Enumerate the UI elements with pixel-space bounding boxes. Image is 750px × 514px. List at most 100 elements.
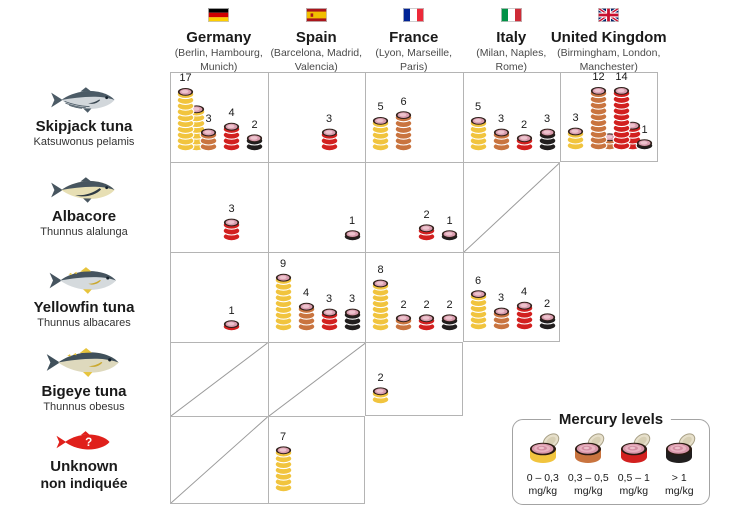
cell-bigeye-germany xyxy=(170,342,268,416)
italy-flag-icon xyxy=(500,8,522,22)
country-name: Spain xyxy=(295,29,337,46)
legend-item-black: > 1 mg/kg xyxy=(657,432,703,497)
legend-box: Mercury levels 0 – 0,3 mg/kg 0,3 – 0,5 mg/… xyxy=(512,411,710,505)
can-stack-icon xyxy=(515,301,533,331)
can-stack-icon xyxy=(566,127,585,151)
species-latin-name: Thunnus obesus xyxy=(43,400,125,413)
stack-yellowfin-italy-red: 4 xyxy=(515,287,534,331)
can-stack-icon xyxy=(469,117,487,152)
stack-skipjack-germany-yellow: 17 xyxy=(176,73,207,152)
stack-count-label: 2 xyxy=(377,372,384,384)
species-latin-name: Thunnus albacares xyxy=(37,316,131,329)
cell-bigeye-spain xyxy=(267,342,366,416)
tuna-can-icon xyxy=(575,433,605,463)
cell-albacore-spain: 1 xyxy=(267,162,365,252)
can-stack-icon xyxy=(343,308,361,332)
stack-count-label: 2 xyxy=(446,299,453,311)
stack-count-label: 12 xyxy=(592,71,605,83)
stack-count-label: 3 xyxy=(228,203,235,215)
stack-count-label: 3 xyxy=(325,113,333,125)
unknown-fish-icon: ? xyxy=(53,429,115,455)
cell-skipjack-spain: 3 xyxy=(267,72,365,162)
can-stack-icon xyxy=(222,218,241,242)
cell-yellowfin-germany: 1 xyxy=(170,252,268,342)
stack-count-label: 2 xyxy=(251,119,258,131)
stack-count-label: 3 xyxy=(205,113,212,125)
stack-skipjack-italy-red: 2 xyxy=(515,120,534,152)
stack-count-label: 2 xyxy=(543,298,551,310)
species-latin-name: Katsuwonus pelamis xyxy=(33,136,135,149)
can-stack-icon xyxy=(297,302,315,332)
legend-title: Mercury levels xyxy=(550,411,672,428)
stack-skipjack-italy-black: 3 xyxy=(538,114,557,152)
cell-yellowfin-italy: 6 3 4 2 xyxy=(462,252,560,342)
cell-bigeye-france: 2 xyxy=(365,342,463,416)
stack-albacore-germany-red: 3 xyxy=(222,204,241,242)
can-stack-icon xyxy=(440,230,459,242)
tuna-can-icon xyxy=(529,433,559,463)
no-data-diagonal xyxy=(171,343,268,416)
can-stack-icon xyxy=(440,314,459,332)
legend-item-orange: 0,3 – 0,5 mg/kg xyxy=(566,432,612,497)
yellowfin-fish-icon xyxy=(45,265,123,296)
stack-count-label: 3 xyxy=(543,113,551,125)
can-stack-icon xyxy=(274,446,292,493)
stack-count-label: 2 xyxy=(520,119,528,131)
stack-unknown-spain-yellow: 7 xyxy=(274,432,293,493)
no-data-diagonal xyxy=(269,343,366,416)
stack-count-label: 14 xyxy=(615,71,628,83)
germany-flag-icon xyxy=(208,8,230,22)
can-stack-icon xyxy=(515,134,533,152)
stack-skipjack-germany-red: 4 xyxy=(222,108,241,152)
stack-yellowfin-spain-orange: 4 xyxy=(297,288,316,332)
cell-skipjack-uk: 3 12 14 1 xyxy=(560,72,658,162)
tuna-can-icon xyxy=(620,433,650,463)
cell-albacore-germany: 3 xyxy=(170,162,268,252)
row-label-albacore: Albacore Thunnus alalunga xyxy=(0,162,168,252)
stack-yellowfin-italy-yellow: 6 xyxy=(469,276,488,331)
bigeye-fish-icon xyxy=(42,345,126,380)
stack-skipjack-spain-red: 3 xyxy=(320,114,339,152)
stack-count-label: 3 xyxy=(572,112,579,124)
country-name: United Kingdom xyxy=(550,29,667,46)
stack-count-label: 5 xyxy=(377,101,384,113)
legend-item-red: 0,5 – 1 mg/kg xyxy=(611,432,657,497)
species-latin-name: non indiquée xyxy=(40,475,128,492)
stack-yellowfin-germany-red: 1 xyxy=(222,306,241,332)
country-name: Italy xyxy=(496,29,527,46)
country-cities: (Barcelona, Madrid, Valencia) xyxy=(270,47,363,73)
legend-range-label: 0,3 – 0,5 mg/kg xyxy=(567,472,609,497)
stack-skipjack-france-orange: 6 xyxy=(394,97,413,152)
cell-albacore-italy xyxy=(462,162,560,252)
svg-text:?: ? xyxy=(85,436,92,449)
stack-count-label: 2 xyxy=(400,299,407,311)
can-stack-icon xyxy=(417,224,436,242)
can-stack-icon xyxy=(222,320,241,332)
stack-count-label: 7 xyxy=(279,431,287,443)
legend-range-label: 0 – 0,3 mg/kg xyxy=(526,472,559,497)
country-cities: (Berlin, Hambourg, Munich) xyxy=(174,47,263,73)
legend-range-label: 0,5 – 1 mg/kg xyxy=(617,472,650,497)
stack-count-label: 6 xyxy=(474,275,482,287)
column-header-italy: Italy (Milan, Naples, Rome) xyxy=(446,8,576,74)
cell-yellowfin-france: 8 2 2 2 xyxy=(365,252,463,342)
can-stack-icon xyxy=(538,313,556,331)
cell-unknown-germany xyxy=(170,416,268,504)
no-data-diagonal xyxy=(171,417,268,503)
can-stack-icon xyxy=(199,128,218,152)
can-stack-icon xyxy=(417,314,436,332)
stack-yellowfin-france-black: 2 xyxy=(440,300,459,332)
column-header-uk: United Kingdom (Birmingham, London, Manch… xyxy=(544,6,674,74)
stack-count-label: 8 xyxy=(377,264,384,276)
stack-count-label: 3 xyxy=(497,113,505,125)
legend-items: 0 – 0,3 mg/kg 0,3 – 0,5 mg/kg 0,5 – 1 mg/kg… xyxy=(513,420,709,497)
column-header-germany: Germany (Berlin, Hambourg, Munich) xyxy=(154,8,284,74)
skipjack-fish-icon xyxy=(47,85,121,115)
species-latin-name: Thunnus alalunga xyxy=(40,226,128,239)
stack-skipjack-italy-orange: 3 xyxy=(492,114,511,152)
stack-skipjack-uk-orange: 12 xyxy=(589,72,620,151)
can-stack-icon xyxy=(274,273,292,332)
species-name: Albacore xyxy=(51,208,117,226)
